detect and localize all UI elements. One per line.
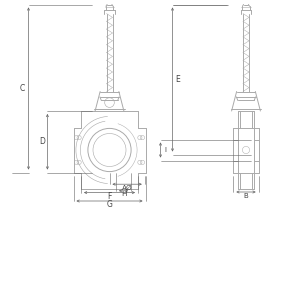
Text: B: B (244, 193, 248, 199)
Text: F: F (107, 192, 112, 201)
Text: I: I (164, 147, 166, 153)
Text: H: H (121, 191, 126, 197)
Text: D: D (39, 137, 45, 146)
Text: C: C (20, 84, 25, 93)
Text: G: G (106, 200, 112, 209)
Text: E: E (176, 75, 180, 84)
Text: AØ: AØ (122, 185, 132, 191)
